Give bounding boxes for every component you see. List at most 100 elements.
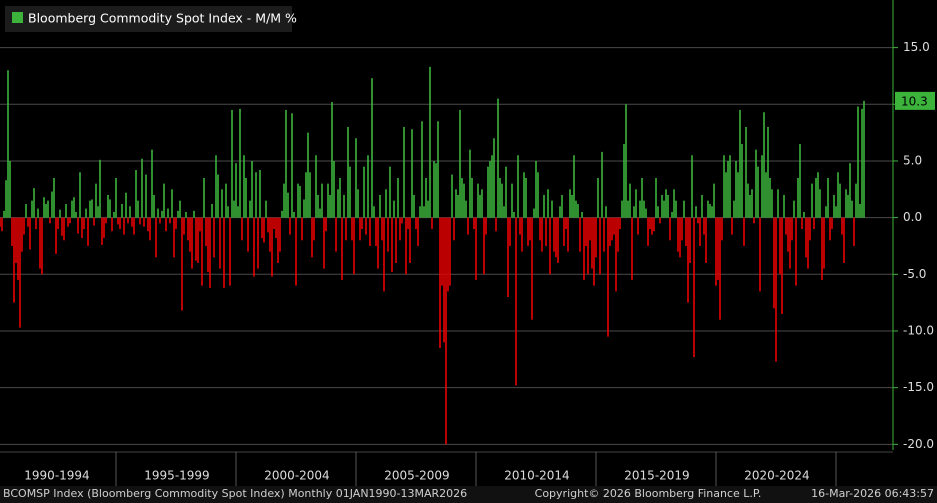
bar	[255, 172, 257, 218]
bar	[27, 217, 29, 227]
bar	[219, 217, 221, 269]
bar	[189, 217, 191, 252]
bar	[171, 189, 173, 218]
bar	[351, 217, 353, 241]
bar	[483, 217, 485, 275]
bar	[103, 217, 105, 239]
bar	[261, 217, 263, 239]
bar	[0, 217, 1, 227]
bar	[521, 217, 523, 252]
bar	[639, 200, 641, 218]
bar	[641, 177, 643, 218]
bar	[653, 217, 655, 232]
bar	[125, 192, 127, 218]
bar	[501, 183, 503, 218]
bar	[169, 217, 171, 224]
footer-right: 16-Mar-2026 06:43:57	[811, 487, 934, 500]
bar	[233, 200, 235, 218]
bar	[573, 155, 575, 218]
bar	[679, 217, 681, 258]
bar	[333, 160, 335, 218]
bar	[89, 200, 91, 218]
bar	[57, 217, 59, 229]
bar	[703, 217, 705, 235]
bar	[493, 138, 495, 218]
bar	[145, 174, 147, 218]
bar	[419, 206, 421, 218]
bar	[23, 217, 25, 235]
bar	[55, 217, 57, 254]
bar	[231, 109, 233, 218]
bar	[837, 172, 839, 218]
bar	[499, 177, 501, 218]
bar	[489, 160, 491, 218]
bar	[91, 199, 93, 218]
bar	[277, 217, 279, 263]
bar	[577, 204, 579, 218]
bar	[829, 217, 831, 241]
bar	[127, 217, 129, 224]
bar	[791, 217, 793, 241]
x-tick-label: 2000-2004	[264, 469, 329, 483]
bar	[163, 183, 165, 218]
bar	[847, 194, 849, 218]
bar	[353, 217, 355, 275]
bar	[603, 217, 605, 252]
bar	[417, 217, 419, 246]
bar	[357, 189, 359, 218]
bar	[369, 217, 371, 246]
bar	[861, 108, 863, 218]
bar	[595, 217, 597, 258]
x-tick-label: 1995-1999	[144, 469, 209, 483]
bar	[379, 194, 381, 218]
bar	[299, 185, 301, 218]
bar	[403, 126, 405, 218]
bar	[83, 217, 85, 229]
bar	[375, 217, 377, 246]
bar	[327, 183, 329, 218]
bar	[565, 217, 567, 229]
bar	[315, 155, 317, 218]
bar	[213, 217, 215, 258]
bar	[77, 217, 79, 234]
bar	[59, 209, 61, 218]
bar	[329, 194, 331, 218]
bar	[411, 129, 413, 218]
bar	[421, 121, 423, 218]
bar	[9, 160, 11, 218]
bar	[385, 189, 387, 218]
bar	[265, 200, 267, 218]
bar	[33, 188, 35, 218]
bar	[183, 217, 185, 235]
bar	[803, 211, 805, 218]
bar	[181, 217, 183, 311]
bar	[423, 206, 425, 218]
bar	[337, 189, 339, 218]
bar	[557, 217, 559, 263]
bar	[453, 217, 455, 241]
x-axis-band	[0, 452, 893, 486]
bar	[71, 200, 73, 218]
bar	[717, 217, 719, 280]
bar	[669, 217, 671, 241]
bar	[553, 217, 555, 252]
bar	[225, 183, 227, 218]
bar	[85, 208, 87, 218]
bar	[817, 172, 819, 218]
bar	[63, 217, 65, 241]
bar	[159, 217, 161, 224]
bar	[295, 217, 297, 286]
x-tick-label: 2015-2019	[624, 469, 689, 483]
bar	[747, 183, 749, 218]
bar	[179, 200, 181, 218]
bar	[671, 211, 673, 218]
bar	[809, 217, 811, 241]
bar	[657, 206, 659, 218]
bar	[783, 194, 785, 218]
bar	[733, 200, 735, 218]
bar	[645, 208, 647, 218]
bar	[205, 217, 207, 246]
bar	[193, 210, 195, 218]
bar	[371, 78, 373, 218]
